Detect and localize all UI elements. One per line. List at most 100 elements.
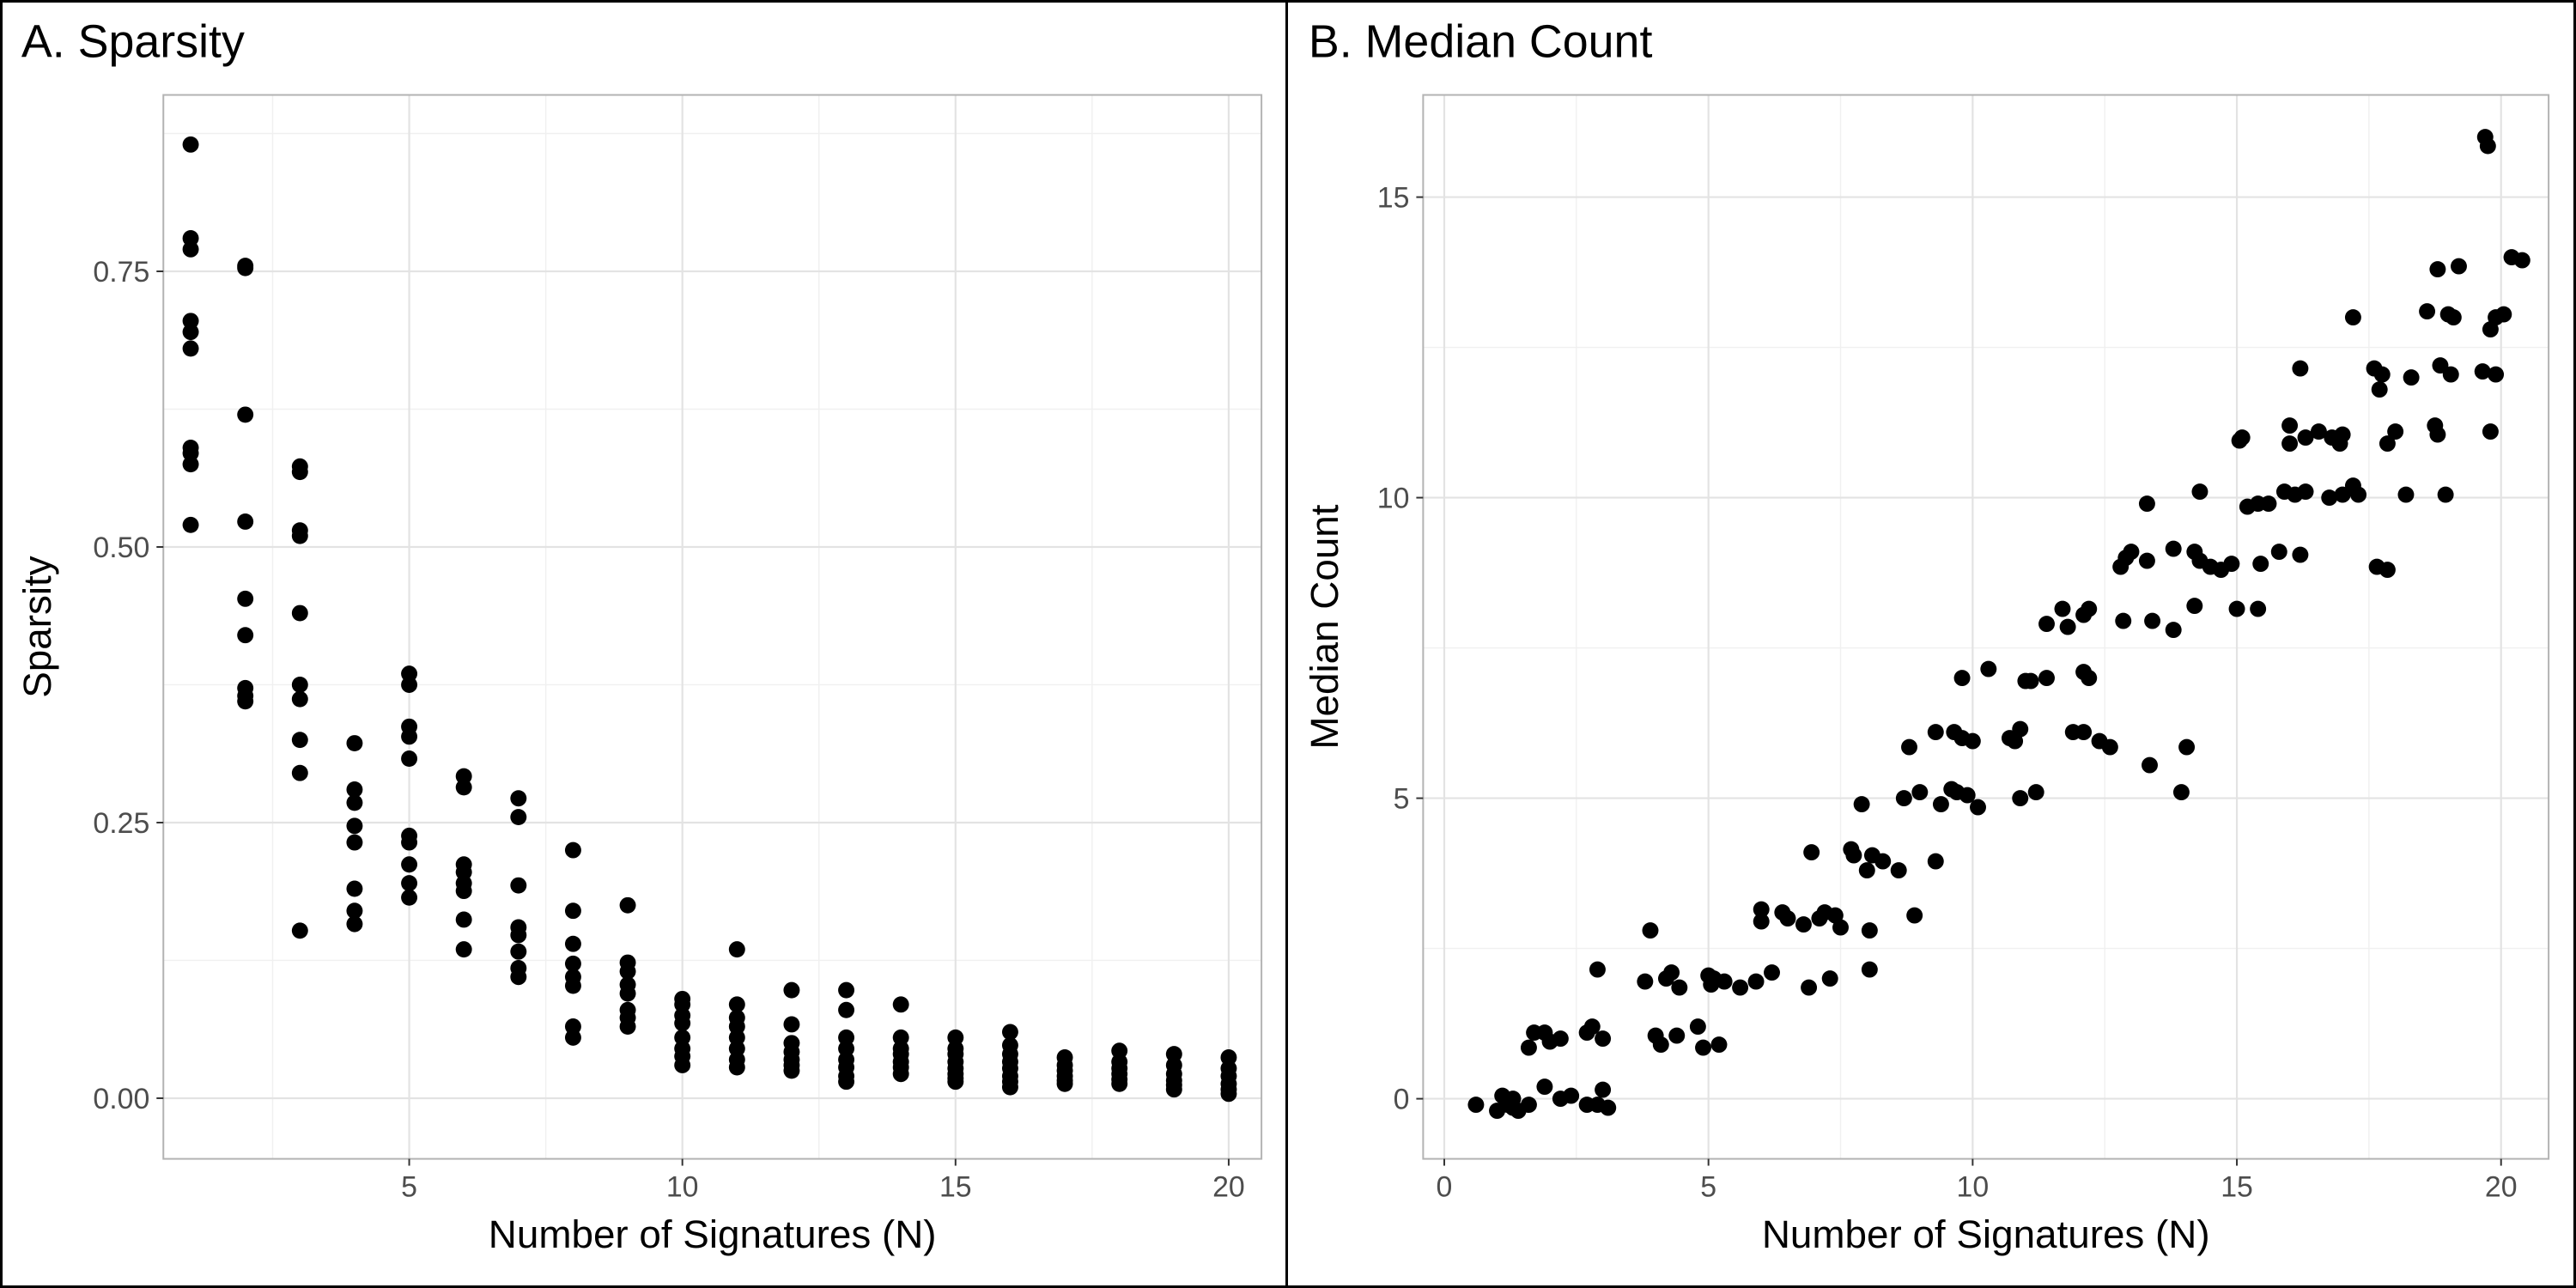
data-point: [1906, 907, 1923, 924]
data-point: [346, 781, 363, 798]
data-point: [1959, 787, 1976, 804]
data-point: [838, 1073, 855, 1091]
data-point: [510, 790, 527, 807]
data-point: [510, 969, 527, 986]
data-point: [674, 1015, 691, 1032]
data-point: [291, 527, 308, 544]
data-point: [510, 809, 527, 826]
data-point: [291, 922, 308, 939]
data-point: [1964, 732, 1981, 750]
data-point: [2442, 366, 2459, 383]
y-tick-label: 5: [1394, 783, 1410, 816]
data-point: [401, 677, 418, 693]
data-point: [2321, 489, 2338, 507]
data-point: [1652, 1036, 1669, 1054]
data-point: [510, 943, 527, 960]
data-point: [2371, 381, 2388, 398]
data-point: [2495, 306, 2512, 323]
data-point: [1671, 979, 1688, 996]
data-point: [1001, 1078, 1018, 1096]
data-point: [455, 883, 472, 900]
data-point: [1821, 970, 1838, 987]
data-point: [455, 779, 472, 796]
x-tick-label: 5: [1700, 1170, 1716, 1203]
data-points: [182, 136, 1237, 1103]
x-axis-label: Number of Signatures (N): [1762, 1212, 2210, 1256]
data-point: [783, 1062, 800, 1079]
x-axis-label: Number of Signatures (N): [489, 1212, 937, 1256]
data-point: [2260, 495, 2277, 513]
data-point: [2138, 552, 2155, 569]
data-point: [291, 690, 308, 708]
x-tick-label: 0: [1437, 1170, 1453, 1203]
data-point: [1861, 961, 1878, 978]
data-point: [346, 735, 363, 752]
data-point: [728, 996, 745, 1013]
data-point: [2250, 600, 2267, 617]
data-point: [2165, 540, 2182, 557]
data-point: [1595, 1081, 1612, 1098]
data-point: [2379, 562, 2396, 579]
data-point: [619, 985, 636, 1002]
data-point: [1563, 1087, 1580, 1104]
data-point: [1001, 1024, 1018, 1041]
y-axis-label: Median Count: [1303, 504, 1346, 749]
data-point: [1911, 784, 1929, 801]
data-point: [2038, 616, 2055, 633]
data-point: [1595, 1030, 1612, 1048]
data-point: [237, 590, 254, 607]
data-point: [2178, 738, 2196, 756]
data-point: [2429, 261, 2446, 278]
data-point: [1927, 853, 1944, 870]
y-tick-label: 10: [1377, 483, 1410, 515]
x-tick-label: 10: [1957, 1170, 1990, 1203]
data-point: [182, 456, 199, 473]
data-point: [1779, 910, 1796, 927]
data-point: [1536, 1078, 1553, 1096]
data-point: [291, 464, 308, 481]
data-point: [1111, 1075, 1128, 1092]
data-point: [346, 915, 363, 933]
data-point: [2054, 600, 2071, 617]
data-point: [619, 896, 636, 914]
data-point: [2488, 366, 2505, 383]
data-point: [401, 834, 418, 851]
data-point: [510, 927, 527, 944]
data-point: [1874, 853, 1892, 870]
data-point: [1520, 1097, 1537, 1114]
data-point: [2437, 486, 2454, 503]
data-point: [2223, 556, 2240, 573]
data-point: [2115, 612, 2132, 629]
x-tick-label: 15: [939, 1170, 972, 1203]
y-tick-label: 0.50: [93, 532, 149, 564]
data-point: [783, 1016, 800, 1033]
data-point: [237, 513, 254, 530]
plot-border: [1422, 94, 2550, 1160]
data-point: [1600, 1099, 1617, 1116]
data-point: [674, 1056, 691, 1073]
data-point: [2344, 309, 2361, 326]
data-point: [2038, 670, 2055, 687]
data-point: [783, 981, 800, 999]
data-point: [892, 1066, 909, 1083]
data-point: [2281, 417, 2299, 434]
data-point: [346, 794, 363, 811]
data-point: [564, 902, 581, 920]
data-point: [2310, 423, 2327, 440]
sparsity-scatter-plot: 5 10 15 20 0.00 0.25 0.50 0.75 A. Sparsity Number…: [15, 16, 1263, 1256]
data-point: [1747, 973, 1765, 990]
x-tick-label: 5: [401, 1170, 417, 1203]
data-point: [2059, 618, 2076, 635]
data-point: [892, 996, 909, 1013]
data-point: [237, 259, 254, 276]
data-point: [182, 240, 199, 258]
data-point: [1589, 961, 1606, 978]
data-point: [619, 963, 636, 980]
data-point: [1795, 916, 1812, 933]
data-point: [182, 136, 199, 153]
y-tick-label: 0.00: [93, 1083, 149, 1115]
data-point: [564, 841, 581, 859]
data-point: [2474, 363, 2491, 380]
data-point: [291, 677, 308, 693]
